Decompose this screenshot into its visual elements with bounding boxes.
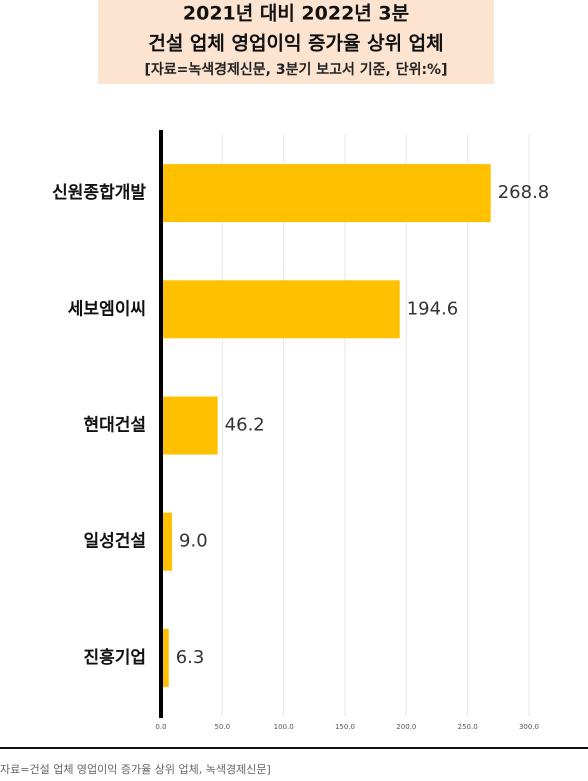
caption: 자료=건설 업체 영업이익 증가율 상위 업체, 녹색경제신문] (0, 763, 271, 776)
x-tick-label: 300.0 (519, 723, 539, 731)
y-tick-label: 현대건설 (83, 416, 146, 436)
x-tick-label: 250.0 (458, 723, 478, 731)
x-tick-label: 150.0 (335, 723, 355, 731)
value-label: 194.6 (407, 298, 459, 319)
bar (161, 512, 173, 571)
value-label: 6.3 (176, 647, 205, 668)
y-tick-label: 세보엠이씨 (68, 299, 146, 319)
x-tick-label: 200.0 (396, 723, 416, 731)
bar (161, 280, 400, 339)
bar (161, 628, 169, 687)
value-label: 46.2 (225, 415, 265, 436)
y-tick-label: 신원종합개발 (52, 182, 146, 203)
x-tick-label: 50.0 (215, 723, 231, 731)
bar (161, 164, 491, 223)
source-note: [자료=녹색경제신문, 3분기 보고서 기준, 단위:%] (145, 61, 448, 78)
x-tick-label: 0.0 (155, 723, 166, 731)
chart-subtitle: 건설 업체 영업이익 증가율 상위 업체 (148, 33, 443, 55)
bar (161, 396, 218, 455)
value-label: 268.8 (498, 182, 550, 203)
chart-title: 2021년 대비 2022년 3분 (183, 3, 409, 25)
y-tick-label: 진흥기업 (83, 647, 146, 668)
y-tick-label: 일성건설 (83, 532, 146, 552)
x-tick-label: 100.0 (274, 723, 294, 731)
title-background (98, 0, 494, 84)
value-label: 9.0 (179, 531, 208, 552)
